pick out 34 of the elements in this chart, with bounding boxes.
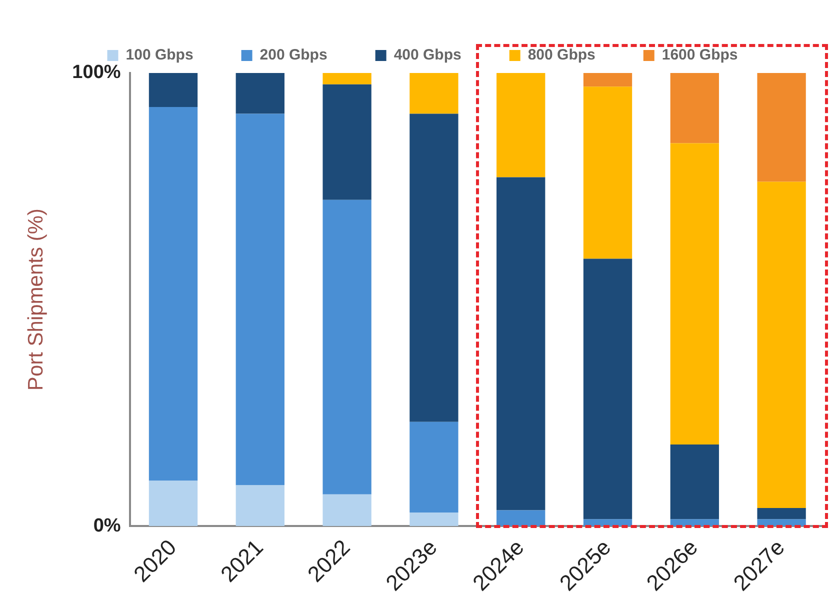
legend-label: 1600 Gbps <box>662 46 738 64</box>
bar <box>148 106 198 481</box>
legend-label: 200 Gbps <box>260 46 328 64</box>
bar <box>322 200 372 494</box>
bar <box>496 510 546 526</box>
bar <box>757 182 806 508</box>
bar <box>236 485 284 526</box>
bar <box>757 73 806 182</box>
bar <box>410 422 458 512</box>
bar <box>410 73 458 114</box>
bar <box>496 177 546 510</box>
bar <box>583 73 632 87</box>
legend-label: 100 Gbps <box>126 46 194 64</box>
bar <box>670 73 719 144</box>
bar <box>670 143 719 445</box>
bar <box>410 114 458 422</box>
bar <box>148 480 198 526</box>
y-tick-label: 100% <box>72 62 121 84</box>
bar <box>322 73 372 84</box>
bar <box>583 86 632 259</box>
bar <box>148 73 198 107</box>
bar <box>496 73 546 178</box>
y-tick-label: 0% <box>93 515 121 536</box>
bar <box>410 512 458 526</box>
y-axis-title: Port Shipments (%) <box>24 208 48 391</box>
bar <box>583 258 632 520</box>
bar <box>322 494 372 526</box>
bar <box>670 444 719 520</box>
legend-label: 800 Gbps <box>528 46 596 64</box>
bar <box>236 114 284 486</box>
bar <box>757 508 806 520</box>
bar <box>322 84 372 200</box>
legend-label: 400 Gbps <box>394 46 462 64</box>
bar <box>236 73 284 114</box>
